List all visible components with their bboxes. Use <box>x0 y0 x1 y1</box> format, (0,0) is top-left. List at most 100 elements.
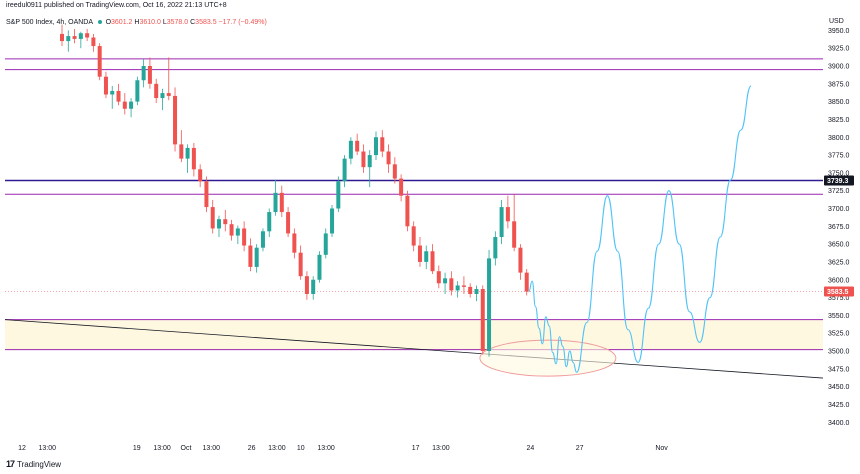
x-tick-label: 13:00 <box>203 445 221 452</box>
candle-body <box>97 46 102 77</box>
key-level-tag-bg <box>824 175 854 186</box>
y-tick-label: 3575.0 <box>828 295 850 302</box>
candle-body <box>198 169 203 182</box>
candle-body <box>154 83 159 99</box>
close-label: C <box>190 19 196 26</box>
highlight-ellipse <box>479 339 617 377</box>
x-tick-label: 26 <box>248 445 256 452</box>
candle-body <box>405 195 410 227</box>
low-value: 3578.0 <box>166 19 189 26</box>
y-tick-label: 3525.0 <box>828 331 850 338</box>
candle-body <box>342 158 347 182</box>
candle-body <box>229 224 234 236</box>
candle-body <box>267 212 272 232</box>
x-tick-label: 10 <box>297 445 305 452</box>
support-zone <box>5 319 823 350</box>
y-tick-label: 3500.0 <box>828 349 850 356</box>
candle-body <box>116 90 121 102</box>
candle-body <box>304 276 309 294</box>
y-tick-label: 3850.0 <box>828 99 850 106</box>
y-tick-label: 3750.0 <box>828 170 850 177</box>
x-tick-label: 24 <box>527 445 535 452</box>
candle-body <box>91 37 96 47</box>
candle-body <box>386 151 391 165</box>
y-axis[interactable]: 3950.0 3925.0 3900.0 3875.0 3850.0 3825.0 3800… <box>828 28 850 427</box>
open-value: 3601.2 <box>111 19 133 26</box>
key-level-tag-label: 3739.3 <box>827 178 849 185</box>
last-price-tag-label: 3583.5 <box>827 289 849 296</box>
candle-body <box>311 279 316 294</box>
y-tick-label: 3550.0 <box>828 313 850 320</box>
candle-body <box>122 101 127 109</box>
publish-header: ireedul0911 published on TradingView.com… <box>6 2 227 9</box>
x-tick-label: 17 <box>412 445 420 452</box>
candle-body <box>223 219 228 225</box>
projection-curve <box>528 85 752 373</box>
x-tick-label: 13:00 <box>268 445 286 452</box>
x-tick-label: 13:00 <box>432 445 450 452</box>
candle-body <box>204 181 209 208</box>
candle-body <box>135 80 140 102</box>
candle-body <box>185 147 190 159</box>
candle-body <box>323 233 328 255</box>
y-tick-label: 3425.0 <box>828 402 850 409</box>
highlight-ellipse-shape <box>479 339 617 377</box>
trendline-line <box>4 319 824 379</box>
candle-body <box>279 192 284 213</box>
candle-body <box>348 140 353 159</box>
y-tick-label: 3600.0 <box>828 277 850 284</box>
x-tick-label: 13:00 <box>317 445 335 452</box>
y-tick-label: 3400.0 <box>828 420 850 427</box>
candle-body <box>524 272 529 292</box>
tradingview-brand[interactable]: 17 TradingView <box>6 459 61 469</box>
high-value: 3610.0 <box>139 19 161 26</box>
y-tick-label: 3450.0 <box>828 384 850 391</box>
projection-path <box>528 85 752 373</box>
y-tick-label: 3775.0 <box>828 153 850 160</box>
candle-body <box>72 36 77 39</box>
candle-body <box>141 66 146 81</box>
candle-body <box>430 251 435 272</box>
support-zone-fill <box>5 319 823 350</box>
candle-body <box>424 251 429 262</box>
x-tick-label: 27 <box>576 445 584 452</box>
close-value: 3583.5 <box>195 19 217 26</box>
candle-body <box>443 278 448 284</box>
symbol-label[interactable]: S&P 500 Index, 4h, OANDA <box>6 19 93 26</box>
candle-body <box>103 76 108 95</box>
candle-body <box>85 33 90 38</box>
x-tick-label: 19 <box>133 445 141 452</box>
candle-body <box>505 207 510 222</box>
y-tick-label: 3925.0 <box>828 46 850 53</box>
author-name[interactable]: ireedul0911 <box>6 2 43 9</box>
candle-body <box>286 212 291 234</box>
candle-body <box>461 285 466 287</box>
candle-body <box>417 245 422 262</box>
candle-body <box>147 66 152 84</box>
candle-body <box>242 228 247 246</box>
candle-body <box>60 33 64 42</box>
candle-body <box>129 101 134 109</box>
candle-body <box>493 237 498 259</box>
candle-body <box>367 155 372 168</box>
candle-body <box>512 221 517 248</box>
low-label: L <box>162 19 167 26</box>
candle-body <box>248 245 253 267</box>
ohlc-legend: S&P 500 Index, 4h, OANDA O3601.2 H3610.0… <box>6 19 267 26</box>
candle-body <box>480 289 485 351</box>
y-tick-label: 3650.0 <box>828 242 850 249</box>
candle-body <box>336 181 341 209</box>
x-axis[interactable]: 12 13:00 19 13:00 26 13:00 Oct 13:00 10 13:00 17 13… <box>18 445 668 452</box>
candle-body <box>298 252 303 277</box>
candle-body <box>411 226 416 246</box>
candle-body <box>455 285 460 291</box>
candle-body <box>110 90 115 95</box>
candle-body <box>361 151 366 168</box>
x-tick-label: 12 <box>18 445 26 452</box>
candles <box>60 24 529 357</box>
candle-body <box>173 95 178 145</box>
candle-body <box>78 33 83 39</box>
candle-body <box>191 147 196 170</box>
candle-body <box>317 254 322 280</box>
